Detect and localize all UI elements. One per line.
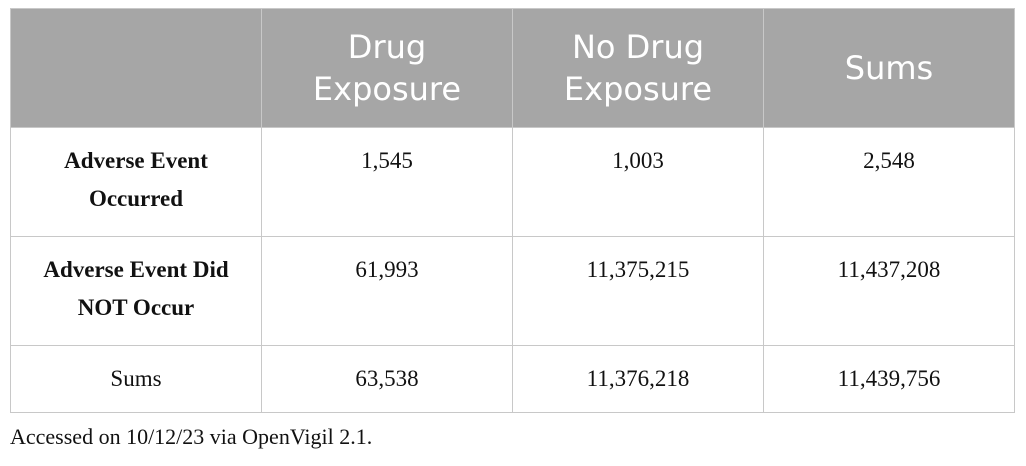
table-cell: 11,437,208 [763,236,1015,346]
row-label: Adverse Event Did NOT Occur [10,236,262,346]
table-cell: 1,003 [512,127,764,237]
table-cell: 2,548 [763,127,1015,237]
header-cell: Sums [763,8,1015,128]
table-cell: 11,375,215 [512,236,764,346]
table-cell: 61,993 [261,236,513,346]
row-label: Adverse Event Occurred [10,127,262,237]
row-label: Sums [10,345,262,413]
table-cell: 63,538 [261,345,513,413]
header-row: Drug Exposure No Drug Exposure Sums [10,8,1015,128]
header-corner [10,8,262,128]
table-cell: 11,439,756 [763,345,1015,413]
table-row: Adverse Event Did NOT Occur 61,993 11,375,… [10,236,1015,346]
footnote: Accessed on 10/12/23 via OpenVigil 2.1. [10,424,373,449]
table-cell: 11,376,218 [512,345,764,413]
table-cell: 1,545 [261,127,513,237]
table-body: Adverse Event Occurred 1,545 1,003 2,548 Adv… [10,127,1015,413]
table-row: Sums 63,538 11,376,218 11,439,756 [10,345,1015,413]
header-cell: No Drug Exposure [512,8,764,128]
contingency-table: Drug Exposure No Drug Exposure Sums Advers… [10,8,1015,413]
table-row: Adverse Event Occurred 1,545 1,003 2,548 [10,127,1015,237]
header-cell: Drug Exposure [261,8,513,128]
